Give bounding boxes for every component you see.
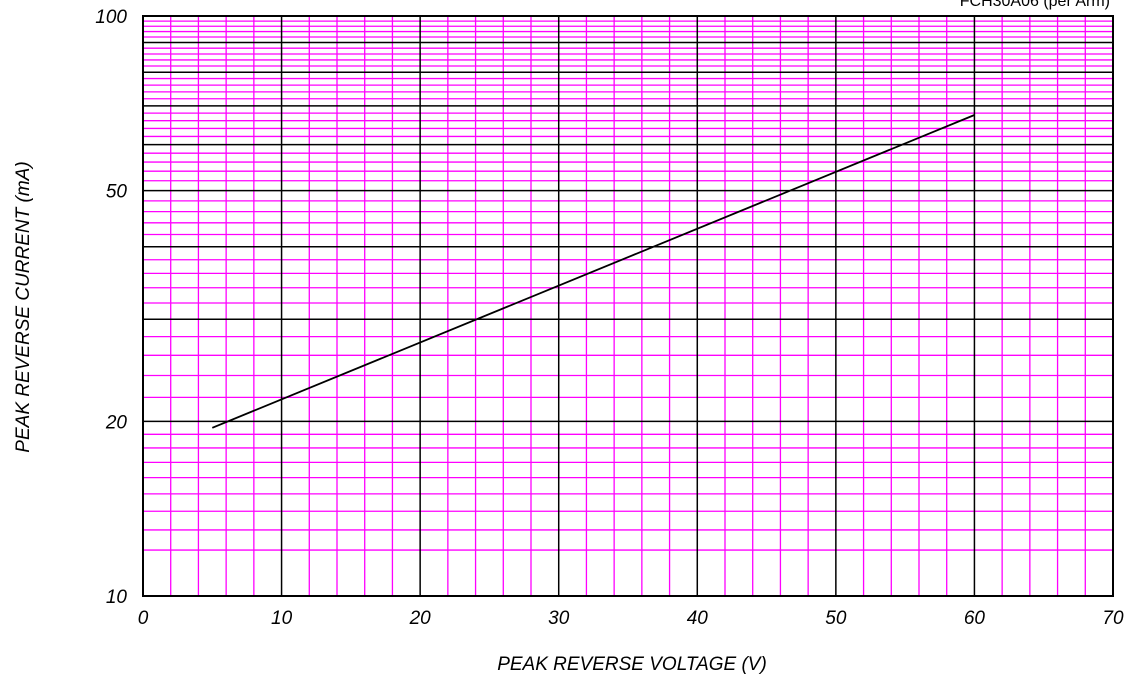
y-tick-label: 50 (106, 182, 128, 203)
major-grid (142, 15, 1114, 597)
y-tick-labels: 10 20 50 100 (95, 7, 127, 608)
y-tick-label: 100 (95, 7, 127, 28)
x-tick-label: 20 (409, 608, 432, 629)
data-line (211, 114, 975, 429)
y-axis-title: PEAK REVERSE CURRENT (mA) (13, 161, 34, 452)
x-tick-label: 40 (687, 608, 709, 629)
y-tick-label: 10 (106, 587, 128, 608)
chart-title: FCH30A06 (per Arm) (960, 0, 1110, 10)
plot-frame (142, 15, 1114, 597)
x-tick-label: 30 (548, 608, 570, 629)
y-tick-label: 20 (105, 412, 128, 433)
x-tick-label: 10 (271, 608, 293, 629)
minor-grid (143, 16, 1113, 596)
x-tick-label: 50 (825, 608, 847, 629)
x-tick-label: 70 (1102, 608, 1124, 629)
x-tick-label: 0 (138, 608, 149, 629)
x-tick-labels: 0 10 20 30 40 50 60 70 (138, 608, 1124, 629)
x-axis-title: PEAK REVERSE VOLTAGE (V) (497, 654, 767, 675)
series (211, 114, 975, 429)
x-tick-label: 60 (964, 608, 986, 629)
